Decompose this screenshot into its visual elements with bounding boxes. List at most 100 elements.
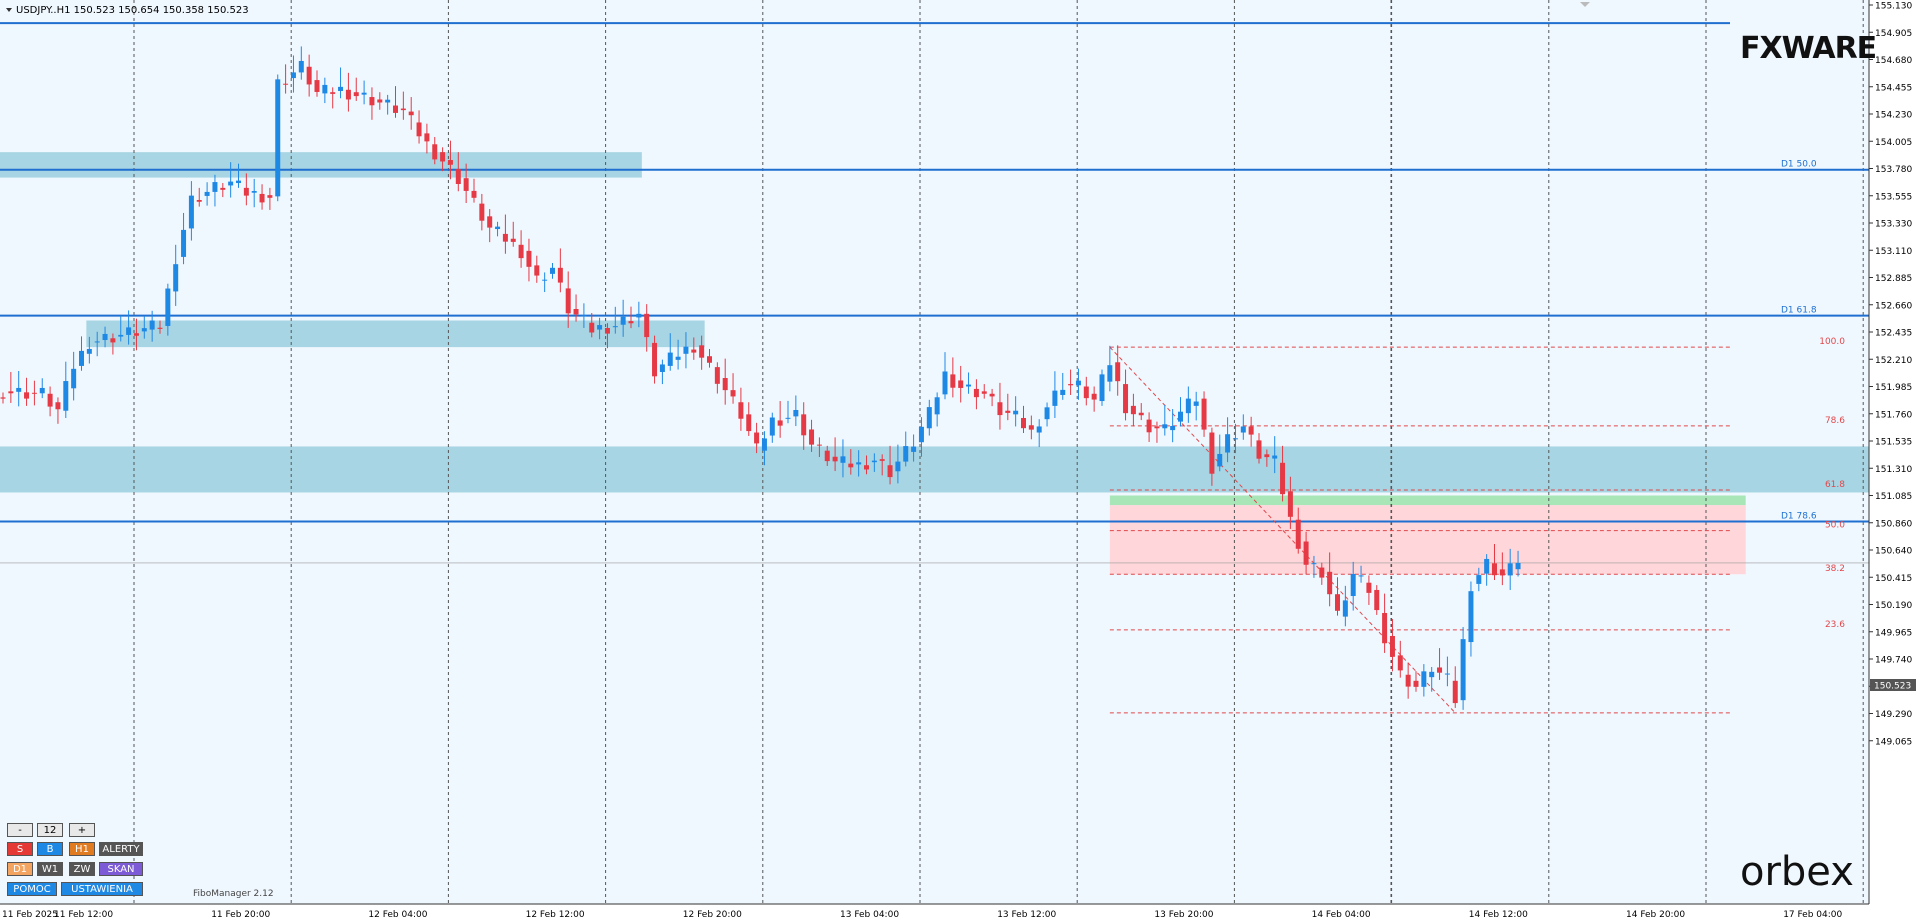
increase-button[interactable]: + [69, 823, 95, 837]
candle-body [1146, 419, 1152, 433]
level-label: D1 78.6 [1781, 512, 1817, 522]
candle-body [691, 349, 697, 353]
candle-body [385, 99, 391, 103]
candle-body [1342, 600, 1348, 617]
price-axis-background [1869, 0, 1916, 922]
candle [1272, 436, 1278, 474]
candle-body [1437, 667, 1443, 673]
candle-body [94, 341, 100, 343]
candle-body [1209, 432, 1215, 474]
candle [746, 402, 752, 436]
candle-body [306, 66, 312, 85]
candle-body [918, 426, 924, 443]
zw-button[interactable]: ZW [69, 862, 95, 876]
candle-body [1311, 563, 1317, 565]
candle-body [141, 328, 147, 332]
candle-body [1492, 563, 1497, 576]
candle [487, 209, 493, 243]
help-button[interactable]: POMOC [7, 882, 57, 896]
candle-body [557, 267, 563, 283]
fib-level-label: 61.8 [1825, 480, 1845, 490]
candle [1115, 345, 1121, 396]
candle [149, 310, 155, 342]
candle [1350, 561, 1356, 611]
candle-body [1115, 362, 1121, 382]
candle [1178, 397, 1183, 427]
candle-body [31, 392, 37, 394]
candle [79, 336, 84, 371]
candle [220, 183, 226, 198]
trade-box [1109, 495, 1746, 575]
candle [1091, 386, 1097, 412]
chart-shift-marker-icon[interactable] [1580, 2, 1590, 7]
candle-body [149, 320, 155, 330]
y-tick-label: 151.085 [1875, 492, 1912, 502]
candle [24, 377, 30, 406]
candle-body [683, 346, 689, 354]
candle-body [911, 446, 917, 452]
candle [330, 87, 336, 109]
candle-body [1028, 425, 1034, 430]
horizontal-levels: D1 50.0 D1 61.8 D1 78.6 [0, 22, 1869, 564]
y-tick-label: 152.885 [1875, 274, 1912, 284]
sell-button[interactable]: S [7, 842, 33, 856]
y-tick-label: 154.005 [1875, 138, 1912, 148]
candle-body [118, 334, 124, 337]
candle [495, 221, 501, 237]
candle [1170, 409, 1176, 443]
price-axis: 155.130 154.905 154.680 154.455 154.230 154.0… [1869, 2, 1912, 747]
candle [942, 352, 948, 400]
candle [958, 365, 964, 403]
candle [518, 230, 524, 268]
candle-body [55, 402, 61, 410]
w1-button[interactable]: W1 [37, 862, 63, 876]
candle-body [675, 356, 681, 360]
alerts-button[interactable]: ALERTY [99, 842, 143, 856]
time-axis-background [0, 904, 1916, 922]
candle [1444, 656, 1450, 687]
y-tick-label: 153.780 [1875, 165, 1912, 175]
candle [157, 320, 163, 334]
candle [236, 163, 241, 188]
candle-body [604, 327, 610, 334]
candle-body [1429, 671, 1435, 678]
candle [526, 238, 532, 282]
x-tick-label: 14 Feb 04:00 [1312, 910, 1371, 920]
candle [1185, 386, 1191, 423]
candle-body [1005, 410, 1011, 413]
candle-body [565, 288, 571, 314]
candle [864, 455, 869, 475]
candle-body [958, 380, 964, 388]
candle [636, 301, 642, 328]
candle [1052, 371, 1058, 418]
candle-body [966, 384, 972, 387]
buy-button[interactable]: B [37, 842, 63, 856]
candle-body [581, 315, 587, 317]
candle-body [526, 250, 532, 267]
candle [895, 444, 901, 484]
candle-body [102, 333, 108, 340]
candle-body [981, 391, 987, 394]
candle-body [322, 84, 328, 94]
candle [1429, 666, 1435, 692]
settings-button[interactable]: USTAWIENIA [61, 882, 143, 896]
count-field[interactable]: 12 [37, 823, 63, 837]
fib-level-label: 100.0 [1819, 337, 1845, 347]
candle [1342, 585, 1348, 627]
h1-button[interactable]: H1 [69, 842, 95, 856]
decrease-button[interactable]: - [7, 823, 33, 837]
collapse-triangle-icon[interactable] [6, 8, 12, 12]
candle-body [534, 265, 540, 276]
scan-button[interactable]: SKAN [99, 862, 143, 876]
candle [118, 315, 124, 342]
candle [1021, 405, 1026, 434]
x-tick-label: 14 Feb 20:00 [1626, 910, 1685, 920]
candle [597, 317, 603, 340]
y-tick-label: 152.435 [1875, 329, 1912, 339]
d1-button[interactable]: D1 [7, 862, 33, 876]
candle [934, 392, 940, 427]
candle [1421, 664, 1427, 697]
candle-body [628, 321, 634, 324]
candle [322, 77, 328, 104]
